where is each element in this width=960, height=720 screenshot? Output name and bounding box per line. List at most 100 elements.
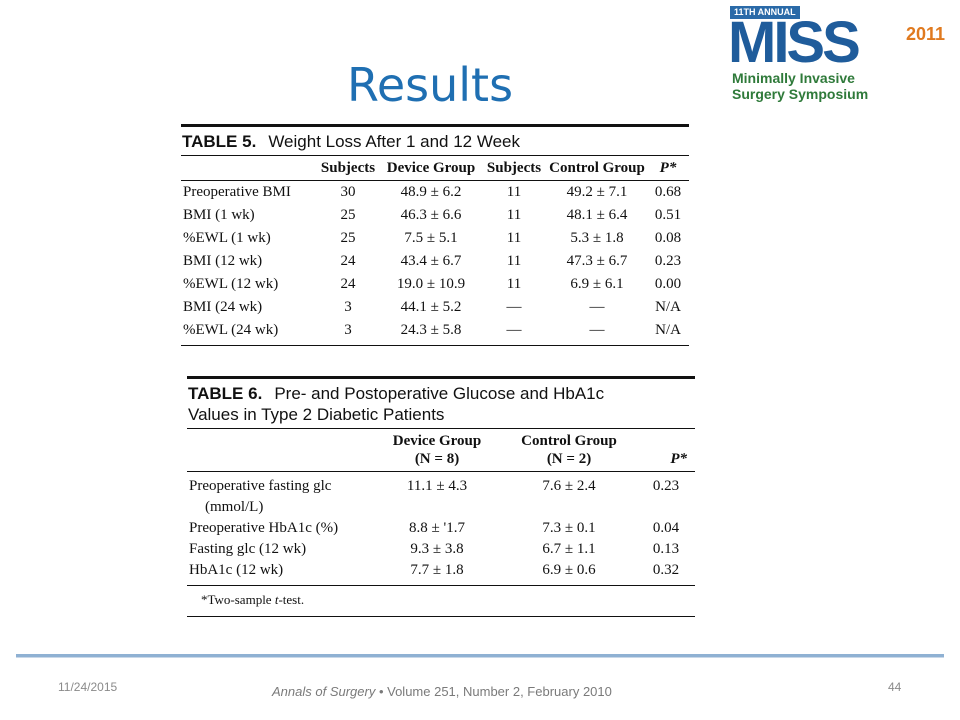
table-cell: 0.51 [654, 207, 682, 223]
table-6: TABLE 6. Pre- and Postoperative Glucose a… [187, 376, 695, 617]
table-cell: HbA1c (12 wk) [189, 562, 284, 578]
footnote-prefix: *Two-sample [201, 592, 275, 607]
table-row: BMI (12 wk) 24 43.4 ± 6.7 11 47.3 ± 6.7 … [181, 250, 689, 273]
table-cell: %EWL (12 wk) [183, 276, 279, 292]
table-cell: 11 [506, 253, 522, 269]
header-control-n: (N = 2) [546, 451, 592, 467]
table-6-label: TABLE 6. [188, 384, 263, 403]
logo-subtitle: Minimally Invasive Surgery Symposium [732, 70, 868, 102]
table-6-title-line2: Values in Type 2 Diabetic Patients [188, 405, 445, 424]
header-cell: Subjects [486, 160, 542, 176]
table-5-caption: TABLE 5. Weight Loss After 1 and 12 Week [181, 127, 689, 155]
table-rule [187, 428, 695, 429]
table-cell: (mmol/L) [205, 499, 264, 515]
table-cell: 5.3 ± 1.8 [570, 230, 624, 246]
table-cell [373, 497, 501, 518]
table-row: %EWL (1 wk) 25 7.5 ± 5.1 11 5.3 ± 1.8 0.… [181, 227, 689, 250]
miss-2011-logo: 11TH ANNUAL MISS 2011 Minimally Invasive… [718, 4, 954, 106]
table-cell: 11 [506, 276, 522, 292]
table-cell: N/A [655, 299, 681, 315]
table-cell: 11.1 ± 4.3 [406, 478, 468, 494]
table-cell: 0.23 [652, 478, 680, 494]
table-row: %EWL (24 wk) 3 24.3 ± 5.8 — — N/A [181, 319, 689, 342]
table-cell: 0.23 [654, 253, 682, 269]
table-header-row: Subjects Device Group Subjects Control G… [181, 156, 689, 180]
table-5: TABLE 5. Weight Loss After 1 and 12 Week … [181, 124, 689, 346]
table-cell: 47.3 ± 6.7 [566, 253, 628, 269]
header-cell: Device Group [386, 160, 476, 176]
table-rule [187, 471, 695, 472]
table-row: Preoperative BMI 30 48.9 ± 6.2 11 49.2 ±… [181, 181, 689, 204]
table-cell: BMI (12 wk) [183, 253, 263, 269]
header-cell: Device Group (N = 8) [373, 429, 501, 471]
table-cell: 0.32 [652, 562, 680, 578]
table-row: Fasting glc (12 wk) 9.3 ± 3.8 6.7 ± 1.1 … [187, 539, 695, 560]
header-cell [187, 429, 373, 471]
header-cell: P* [670, 451, 687, 467]
header-device-group: Device Group [392, 433, 482, 449]
table-row: HbA1c (12 wk) 7.7 ± 1.8 6.9 ± 0.6 0.32 [187, 560, 695, 581]
table-rule [187, 376, 695, 379]
table-cell: 3 [344, 299, 352, 315]
table-cell: Fasting glc (12 wk) [189, 541, 307, 557]
table-cell: 0.13 [652, 541, 680, 557]
table-cell: 0.04 [652, 520, 680, 536]
table-rule [181, 345, 689, 346]
table-cell: 25 [340, 230, 356, 246]
footnote-suffix: -test. [278, 592, 305, 607]
table-rule [181, 155, 689, 156]
table-cell: 0.68 [654, 184, 682, 200]
table-cell: %EWL (24 wk) [183, 322, 279, 338]
header-cell [181, 156, 315, 180]
table-cell: 44.1 ± 5.2 [400, 299, 462, 315]
footer-citation-details: • Volume 251, Number 2, February 2010 [375, 684, 612, 699]
table-cell: 0.08 [654, 230, 682, 246]
table-cell: 6.9 ± 0.6 [542, 562, 596, 578]
table-cell: %EWL (1 wk) [183, 230, 271, 246]
header-control-group: Control Group [521, 433, 617, 449]
header-cell: P* [659, 160, 677, 176]
table-cell: 48.9 ± 6.2 [400, 184, 462, 200]
footer-page-number: 44 [888, 680, 902, 694]
table-row: BMI (1 wk) 25 46.3 ± 6.6 11 48.1 ± 6.4 0… [181, 204, 689, 227]
table-cell: N/A [655, 322, 681, 338]
logo-badge: 11TH ANNUAL [730, 6, 800, 19]
logo-subtitle-line1: Minimally Invasive [732, 70, 855, 86]
footer-divider [16, 654, 944, 658]
table-cell: 43.4 ± 6.7 [400, 253, 462, 269]
table-cell [501, 497, 637, 518]
table-5-title: Weight Loss After 1 and 12 Week [268, 132, 521, 151]
table-header-row: Device Group (N = 8) Control Group (N = … [187, 429, 695, 471]
table-cell: 7.3 ± 0.1 [542, 520, 596, 536]
table-cell: 7.7 ± 1.8 [410, 562, 464, 578]
table-row: %EWL (12 wk) 24 19.0 ± 10.9 11 6.9 ± 6.1… [181, 273, 689, 296]
table-cell: — [506, 299, 522, 315]
table-cell: 30 [340, 184, 356, 200]
table-cell: BMI (24 wk) [183, 299, 263, 315]
table-6-title-line1: Pre- and Postoperative Glucose and HbA1c [274, 384, 605, 403]
table-cell: 49.2 ± 7.1 [566, 184, 628, 200]
table-cell: — [506, 322, 522, 338]
table-cell: 6.7 ± 1.1 [542, 541, 596, 557]
table-cell: Preoperative HbA1c (%) [189, 520, 339, 536]
table-rule [187, 616, 695, 617]
table-cell: BMI (1 wk) [183, 207, 255, 223]
table-row: (mmol/L) [187, 497, 695, 518]
header-cell: Control Group (N = 2) [501, 429, 637, 471]
table-cell: 19.0 ± 10.9 [396, 276, 466, 292]
table-cell: 7.6 ± 2.4 [542, 478, 596, 494]
footer-journal: Annals of Surgery [272, 684, 376, 699]
table-cell: 25 [340, 207, 356, 223]
table-cell: 8.8 ± '1.7 [409, 520, 465, 536]
footnote-italic: t [274, 592, 279, 607]
table-5-grid: Subjects Device Group Subjects Control G… [181, 156, 689, 342]
table-cell: 0.00 [654, 276, 682, 292]
table-rule [187, 585, 695, 586]
table-row: BMI (24 wk) 3 44.1 ± 5.2 — — N/A [181, 296, 689, 319]
table-rule [181, 180, 689, 181]
table-row: Preoperative fasting glc 11.1 ± 4.3 7.6 … [187, 476, 695, 497]
table-cell: 48.1 ± 6.4 [566, 207, 628, 223]
table-cell: — [589, 299, 605, 315]
header-cell: Subjects [320, 160, 376, 176]
table-cell: Preoperative BMI [183, 184, 291, 200]
